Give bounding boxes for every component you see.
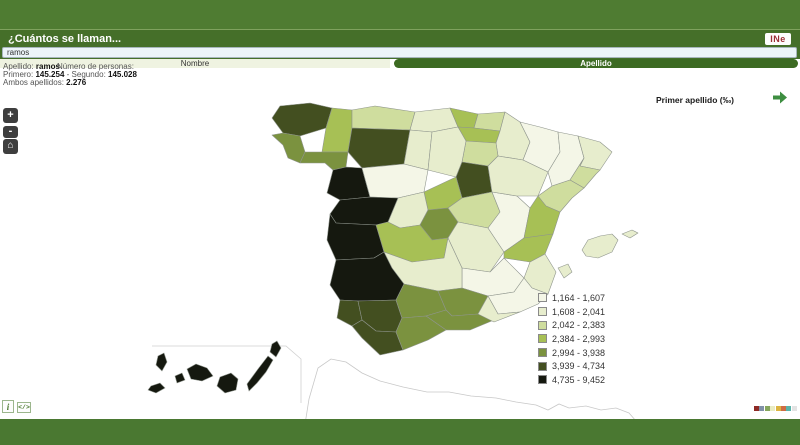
legend-range-label: 4,735 - 9,452 — [552, 374, 606, 385]
legend-range-label: 2,994 - 3,938 — [552, 347, 606, 358]
tab-bar: Nombre Apellido — [0, 59, 800, 69]
title-bar: ¿Cuántos se llaman... INe — [0, 29, 800, 46]
legend-swatch — [538, 334, 547, 344]
stats-separator: - — [66, 70, 70, 79]
tab-nombre[interactable]: Nombre — [0, 59, 390, 68]
segundo-label: Segundo: — [71, 70, 106, 79]
province-valladolid[interactable] — [361, 163, 429, 199]
ambos-value: 2.276 — [66, 78, 87, 87]
palette-swatch[interactable] — [754, 406, 759, 411]
zoom-in-button[interactable]: + — [3, 108, 18, 123]
legend-range-label: 1,164 - 1,607 — [552, 292, 606, 303]
legend-swatch — [538, 361, 547, 371]
bottom-green-band — [0, 419, 800, 445]
zoom-out-button[interactable]: - — [3, 126, 18, 138]
legend-swatch — [538, 293, 547, 303]
map-legend: 1,164 - 1,607 1,608 - 2,041 2,042 - 2,38… — [538, 291, 605, 387]
province-almeria[interactable] — [477, 295, 521, 323]
province-malaga[interactable] — [395, 315, 447, 351]
island-lagomera[interactable] — [174, 372, 186, 384]
legend-item: 2,384 - 2,993 — [538, 332, 605, 346]
province-gipuzkoa[interactable] — [473, 111, 506, 132]
numero-personas-label: Número de personas: — [57, 62, 134, 71]
province-pontevedra[interactable] — [271, 132, 306, 164]
province-zaragoza[interactable] — [487, 155, 549, 197]
island-grancanaria[interactable] — [216, 372, 239, 394]
legend-range-label: 3,939 - 4,734 — [552, 361, 606, 372]
island-ibiza[interactable] — [557, 263, 573, 279]
top-green-band — [0, 0, 800, 29]
island-lanzarote[interactable] — [269, 340, 282, 358]
island-menorca[interactable] — [621, 229, 639, 239]
ambos-label: Ambos apellidos: — [3, 78, 64, 87]
island-lapalma[interactable] — [155, 352, 168, 372]
legend-range-label: 2,042 - 2,383 — [552, 320, 606, 331]
apellido-label: Apellido: — [3, 62, 34, 71]
legend-item: 1,608 - 2,041 — [538, 305, 605, 319]
palette-swatch[interactable] — [786, 406, 792, 411]
page-title: ¿Cuántos se llaman... — [8, 33, 122, 45]
palette-swatch[interactable] — [780, 406, 786, 411]
province-asturias[interactable] — [351, 105, 416, 131]
canary-inset-border — [152, 345, 302, 403]
surname-stats: Apellido: ramos Número de personas: Prim… — [3, 63, 137, 87]
province-girona[interactable] — [577, 135, 613, 171]
search-bar — [0, 46, 800, 59]
legend-item: 2,042 - 2,383 — [538, 318, 605, 332]
palette-swatch[interactable] — [764, 406, 770, 411]
province-salamanca[interactable] — [329, 196, 399, 226]
africa-coastline — [302, 358, 637, 438]
embed-code-icon[interactable]: </> — [17, 402, 31, 413]
info-icon[interactable]: i — [2, 400, 14, 413]
legend-item: 4,735 - 9,452 — [538, 373, 605, 387]
apellido-value: ramos — [35, 62, 60, 71]
color-palette-selector — [754, 406, 797, 411]
segundo-value: 145.028 — [108, 70, 137, 79]
legend-range-label: 1,608 - 2,041 — [552, 306, 606, 317]
island-tenerife[interactable] — [186, 363, 214, 382]
palette-swatch[interactable] — [775, 406, 781, 411]
home-button[interactable]: ⌂ — [3, 139, 18, 154]
tab-apellido[interactable]: Apellido — [394, 59, 798, 68]
legend-item: 1,164 - 1,607 — [538, 291, 605, 305]
legend-swatch — [538, 320, 547, 330]
province-cadiz[interactable] — [351, 319, 404, 356]
island-mallorca[interactable] — [581, 233, 619, 259]
island-elhierro[interactable] — [147, 382, 166, 394]
primero-value: 145.254 — [35, 70, 65, 79]
primero-label: Primero: — [3, 70, 34, 79]
legend-swatch — [538, 348, 547, 358]
province-acoruna[interactable] — [271, 102, 333, 137]
metric-label: Primer apellido (‰) — [656, 95, 734, 105]
legend-range-label: 2,384 - 2,993 — [552, 333, 606, 344]
next-arrow-icon[interactable] — [772, 91, 788, 104]
province-leon[interactable] — [347, 127, 411, 169]
ine-logo[interactable]: INe — [765, 32, 791, 45]
palette-swatch[interactable] — [770, 406, 776, 411]
legend-swatch — [538, 307, 547, 317]
legend-item: 3,939 - 4,734 — [538, 359, 605, 373]
search-input[interactable] — [2, 47, 797, 58]
province-soria[interactable] — [455, 161, 493, 199]
province-ourense[interactable] — [299, 151, 349, 171]
legend-swatch — [538, 375, 547, 385]
palette-swatch[interactable] — [791, 406, 797, 411]
island-fuerteventura[interactable] — [246, 355, 274, 392]
legend-item: 2,994 - 3,938 — [538, 346, 605, 360]
palette-swatch[interactable] — [759, 406, 765, 411]
